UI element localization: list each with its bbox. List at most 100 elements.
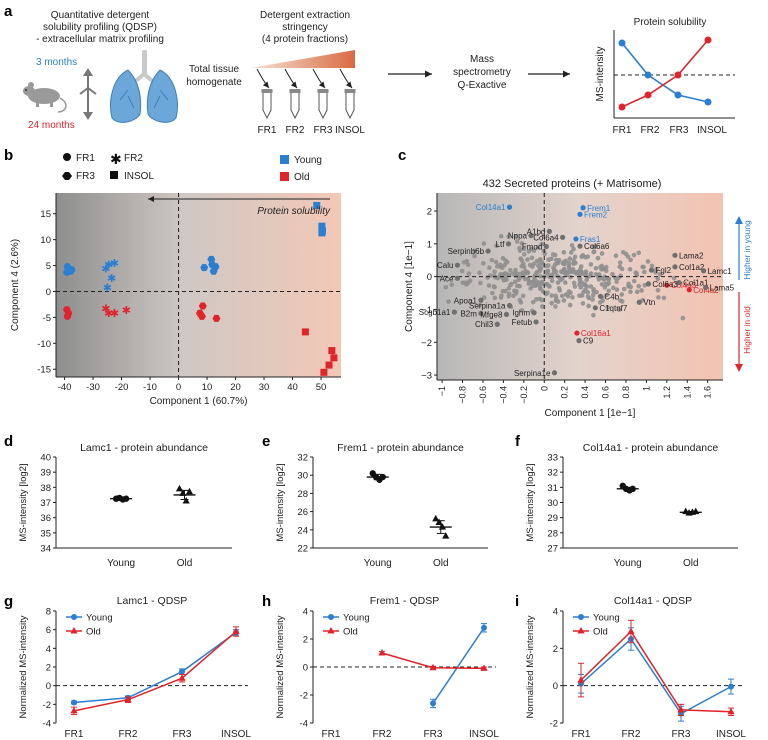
background-protein-point xyxy=(530,264,535,269)
data-point-insol xyxy=(318,222,326,230)
legend-marker-young xyxy=(328,614,334,620)
protein-label: Col4a3 xyxy=(671,281,697,290)
stringency-line3: (4 protein fractions) xyxy=(262,34,348,45)
background-protein-point xyxy=(578,285,584,290)
panel-label-i: i xyxy=(515,593,519,610)
background-protein-point xyxy=(585,294,591,299)
background-protein-point xyxy=(619,299,625,304)
data-point-old xyxy=(438,523,447,530)
y-tick-label: -2 xyxy=(43,700,51,711)
chart-title: Lamc1 - protein abundance xyxy=(80,442,208,454)
background-protein-point xyxy=(558,269,564,274)
protein-label: Lama2 xyxy=(679,251,704,260)
protein-point xyxy=(573,236,579,242)
data-point-fr2: ✱ xyxy=(104,260,113,272)
background-protein-point xyxy=(602,274,607,279)
background-protein-point xyxy=(518,300,524,305)
background-protein-point xyxy=(610,285,616,291)
tube-cap-icon xyxy=(289,89,301,93)
background-protein-point xyxy=(500,255,506,261)
x-tick-label: -40 xyxy=(58,382,72,393)
schematic-young-point xyxy=(618,39,626,47)
data-point-old xyxy=(178,674,186,681)
background-protein-point xyxy=(492,275,498,280)
protein-point xyxy=(686,287,692,293)
protein-label: Mfge8 xyxy=(480,310,503,319)
background-protein-point xyxy=(513,270,519,276)
background-protein-point xyxy=(626,281,631,287)
background-protein-point xyxy=(549,300,554,306)
data-point-insol xyxy=(328,347,336,355)
background-protein-point xyxy=(634,271,639,276)
y-tick-label: 0 xyxy=(427,272,432,283)
data-point-fr2: ✱ xyxy=(110,308,119,320)
panel-c: c 432 Secreted proteins (+ Matrisome) −1… xyxy=(398,147,752,419)
protein-label: Fetub xyxy=(512,318,533,327)
protein-label: C4b xyxy=(604,292,619,301)
qdsp-chart-lamc1: Lamc1 - QDSP -4 -2 0 2 4 6 8 Normalized MS-inten… xyxy=(18,595,251,740)
x-tick-label: FR3 xyxy=(424,729,443,740)
background-protein-point xyxy=(553,296,559,301)
y-tick-label: 0 xyxy=(46,681,51,692)
y-tick-label: 32 xyxy=(547,468,558,479)
data-point-insol xyxy=(301,328,309,336)
qdsp-chart-col14a1: Col14a1 - QDSP -2 0 2 4 Normalized MS-intensi… xyxy=(525,595,746,740)
y-tick-label: 5 xyxy=(46,261,51,272)
data-point-insol xyxy=(313,201,321,209)
background-protein-point xyxy=(459,268,465,274)
background-protein-point xyxy=(605,305,610,310)
x-tick-label: −0.4 xyxy=(498,386,508,404)
data-point-old xyxy=(432,514,440,522)
background-protein-point xyxy=(512,279,518,285)
background-protein-point xyxy=(539,241,544,247)
background-protein-point xyxy=(504,271,509,277)
x-tick-label: 1.6 xyxy=(703,386,713,399)
protein-point xyxy=(531,310,537,316)
legend-marker-old xyxy=(70,627,78,634)
data-point-old xyxy=(232,627,240,635)
x-tick-label: 50 xyxy=(316,382,327,393)
y-tick-label: 2 xyxy=(303,635,308,646)
background-protein-point xyxy=(623,251,629,257)
background-protein-point xyxy=(655,276,661,282)
legend-marker-old xyxy=(280,172,289,181)
background-protein-point xyxy=(535,245,541,250)
data-point-fr3 xyxy=(209,267,218,275)
background-protein-point xyxy=(499,265,505,271)
legend-marker-old xyxy=(327,627,335,634)
background-protein-point xyxy=(534,258,540,264)
tube-cap-icon xyxy=(317,89,329,93)
data-point-fr3 xyxy=(197,312,206,320)
background-protein-point xyxy=(619,266,625,272)
background-protein-point xyxy=(572,284,578,289)
data-point-old xyxy=(182,496,190,504)
background-protein-point xyxy=(532,275,537,280)
protein-point xyxy=(645,281,652,287)
protein-label: Serpina1a xyxy=(469,302,506,311)
protein-point xyxy=(574,330,580,336)
background-protein-point xyxy=(585,254,591,259)
x-tick-label: FR3 xyxy=(173,729,192,740)
y-tick-label: 33 xyxy=(547,453,558,464)
x-tick-label: 30 xyxy=(259,382,270,393)
background-protein-point xyxy=(583,269,589,274)
y-axis-label: Component 4 [1e−1] xyxy=(404,241,415,332)
data-point-old xyxy=(70,706,78,714)
background-protein-point xyxy=(561,250,567,255)
protein-label: Col16a1 xyxy=(581,329,611,338)
background-protein-point xyxy=(503,288,508,294)
protein-label: Fgl2 xyxy=(656,266,672,275)
protein-label: Col6a4 xyxy=(533,233,559,242)
y-axis-label: MS-intensity [log2] xyxy=(18,463,29,541)
y-tick-label: 24 xyxy=(297,525,308,536)
ms-line2: spectrometry xyxy=(453,67,511,78)
protein-point xyxy=(451,309,457,315)
data-point-fr2: ✱ xyxy=(103,282,112,294)
x-tick-label: 1.2 xyxy=(662,386,672,399)
background-protein-point xyxy=(573,269,579,275)
background-protein-point xyxy=(526,249,532,254)
protein-point xyxy=(551,370,558,376)
ms-line3: Q-Exactive xyxy=(458,80,507,91)
higher-in-young-label: Higher in young xyxy=(742,220,752,280)
data-point-old xyxy=(378,649,386,656)
